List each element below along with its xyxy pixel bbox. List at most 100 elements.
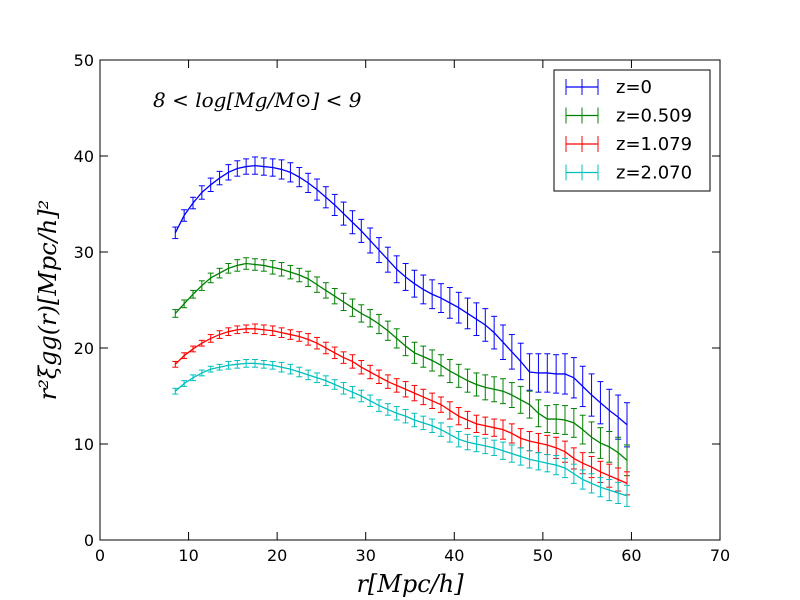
error-bar: [588, 373, 595, 417]
error-bar: [376, 369, 382, 385]
y-axis-title: r²ξgg(r)[Mpc/h]²: [34, 200, 62, 401]
error-bar: [615, 394, 622, 440]
error-bar: [438, 396, 444, 413]
legend-entry-0: z=0: [565, 77, 652, 98]
x-tick-label: 60: [621, 546, 641, 565]
error-bar: [172, 226, 179, 240]
error-bar: [234, 259, 241, 272]
error-bar: [269, 360, 276, 370]
error-bar: [269, 325, 276, 337]
error-bar: [190, 289, 196, 299]
error-bar: [517, 428, 524, 449]
axis-ticks: 0 10 20 30 40 50 60 70 0 10 20 30 40 50: [74, 51, 731, 565]
error-bar: [491, 315, 498, 350]
error-bar: [482, 437, 489, 455]
error-bar: [384, 374, 391, 389]
error-bar: [446, 401, 453, 420]
legend: z=0 z=0.509 z=1.079 z=2.070: [553, 69, 711, 192]
error-bar: [314, 276, 320, 293]
error-bar: [464, 433, 471, 451]
error-bar: [225, 360, 232, 370]
error-bar: [198, 369, 205, 377]
error-bar: [181, 352, 188, 360]
error-bar: [305, 172, 312, 193]
error-bar: [455, 291, 462, 324]
error-bar: [287, 329, 294, 340]
error-bar: [181, 209, 188, 222]
error-bar: [376, 237, 382, 264]
error-bar: [429, 279, 436, 310]
error-bar: [438, 283, 444, 313]
error-bar: [198, 280, 205, 291]
error-bar: [562, 405, 568, 435]
error-bar: [367, 309, 374, 328]
error-bar: [207, 272, 214, 284]
error-bar: [260, 359, 267, 369]
error-bar: [535, 399, 542, 428]
error-bar: [225, 164, 232, 181]
error-bar: [411, 384, 418, 402]
error-bar: [624, 444, 630, 477]
error-bar: [198, 185, 205, 200]
y-tick-label: 50: [74, 51, 94, 70]
error-bar: [553, 455, 560, 476]
error-bar: [252, 359, 258, 368]
error-bar: [517, 342, 524, 381]
error-bar: [402, 335, 409, 357]
error-bar: [367, 227, 374, 254]
plot-frame: [99, 59, 721, 541]
error-bar: [243, 158, 250, 175]
legend-label: z=1.079: [616, 134, 692, 155]
error-bar: [455, 363, 462, 388]
error-bar: [411, 412, 418, 428]
error-bar: [349, 210, 356, 235]
error-bar: [207, 334, 214, 343]
error-bar: [172, 360, 179, 368]
error-bar: [429, 418, 436, 433]
error-bar: [553, 404, 560, 434]
error-bar: [420, 415, 427, 431]
error-bar: [535, 452, 542, 471]
error-bar: [384, 246, 391, 273]
error-bar: [624, 402, 630, 448]
error-bar: [252, 323, 258, 335]
error-bar: [216, 267, 223, 279]
error-bar: [358, 304, 365, 323]
error-bar: [570, 407, 577, 438]
error-bar: [606, 479, 613, 502]
error-bar: [517, 385, 524, 414]
legend-label: z=2.070: [616, 163, 692, 184]
error-bar: [225, 327, 232, 337]
error-bar: [455, 407, 462, 426]
error-bar: [615, 481, 622, 505]
error-bar: [216, 170, 223, 186]
error-bar: [358, 218, 365, 243]
error-bar: [544, 405, 551, 433]
error-bar: [597, 427, 604, 459]
error-bar: [473, 414, 480, 433]
error-bar: [384, 403, 391, 416]
error-bar: [252, 156, 258, 175]
error-bar: [508, 444, 515, 463]
error-bar: [597, 477, 604, 498]
legend-entry-3: z=2.070: [565, 163, 692, 184]
error-bar: [579, 365, 586, 408]
error-bar: [517, 447, 524, 466]
error-bar: [402, 381, 409, 398]
error-bar: [305, 369, 312, 381]
error-bar: [269, 260, 276, 275]
error-bar: [491, 418, 498, 437]
error-bar: [252, 258, 258, 271]
error-bar: [216, 363, 223, 371]
error-bar: [340, 292, 347, 312]
error-bar: [278, 159, 285, 180]
error-bar: [482, 416, 489, 435]
error-bar: [260, 324, 267, 336]
error-bar: [314, 178, 320, 201]
error-bar: [340, 201, 347, 226]
y-tick-label: 30: [74, 243, 94, 262]
error-bar: [500, 441, 506, 460]
error-bar: [393, 406, 400, 421]
error-bar: [544, 353, 551, 393]
error-bar: [570, 357, 577, 399]
